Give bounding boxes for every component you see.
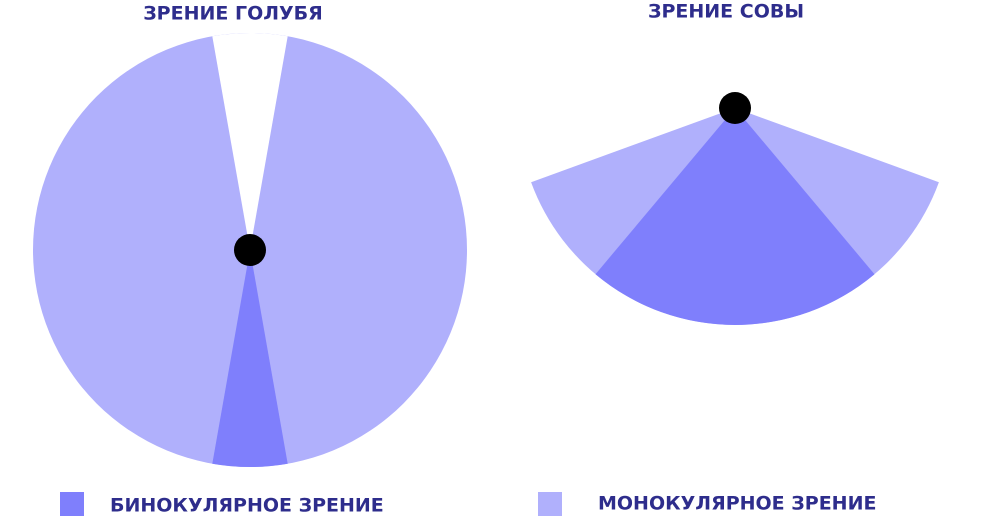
binocular-field [595,108,875,325]
legend-label: БИНОКУЛЯРНОЕ ЗРЕНИЕ [110,495,384,517]
legend-swatch [60,492,84,516]
blind-zone [212,33,288,251]
eye-point [719,92,751,124]
owl-title: ЗРЕНИЕ СОВЫ [648,1,804,23]
pigeon-field [33,33,467,467]
eye-point [234,234,266,266]
legend-label: МОНОКУЛЯРНОЕ ЗРЕНИЕ [598,493,876,515]
binocular-field [212,250,288,467]
legend-swatch [538,492,562,516]
owl-field [531,92,939,325]
pigeon-title: ЗРЕНИЕ ГОЛУБЯ [143,3,323,25]
